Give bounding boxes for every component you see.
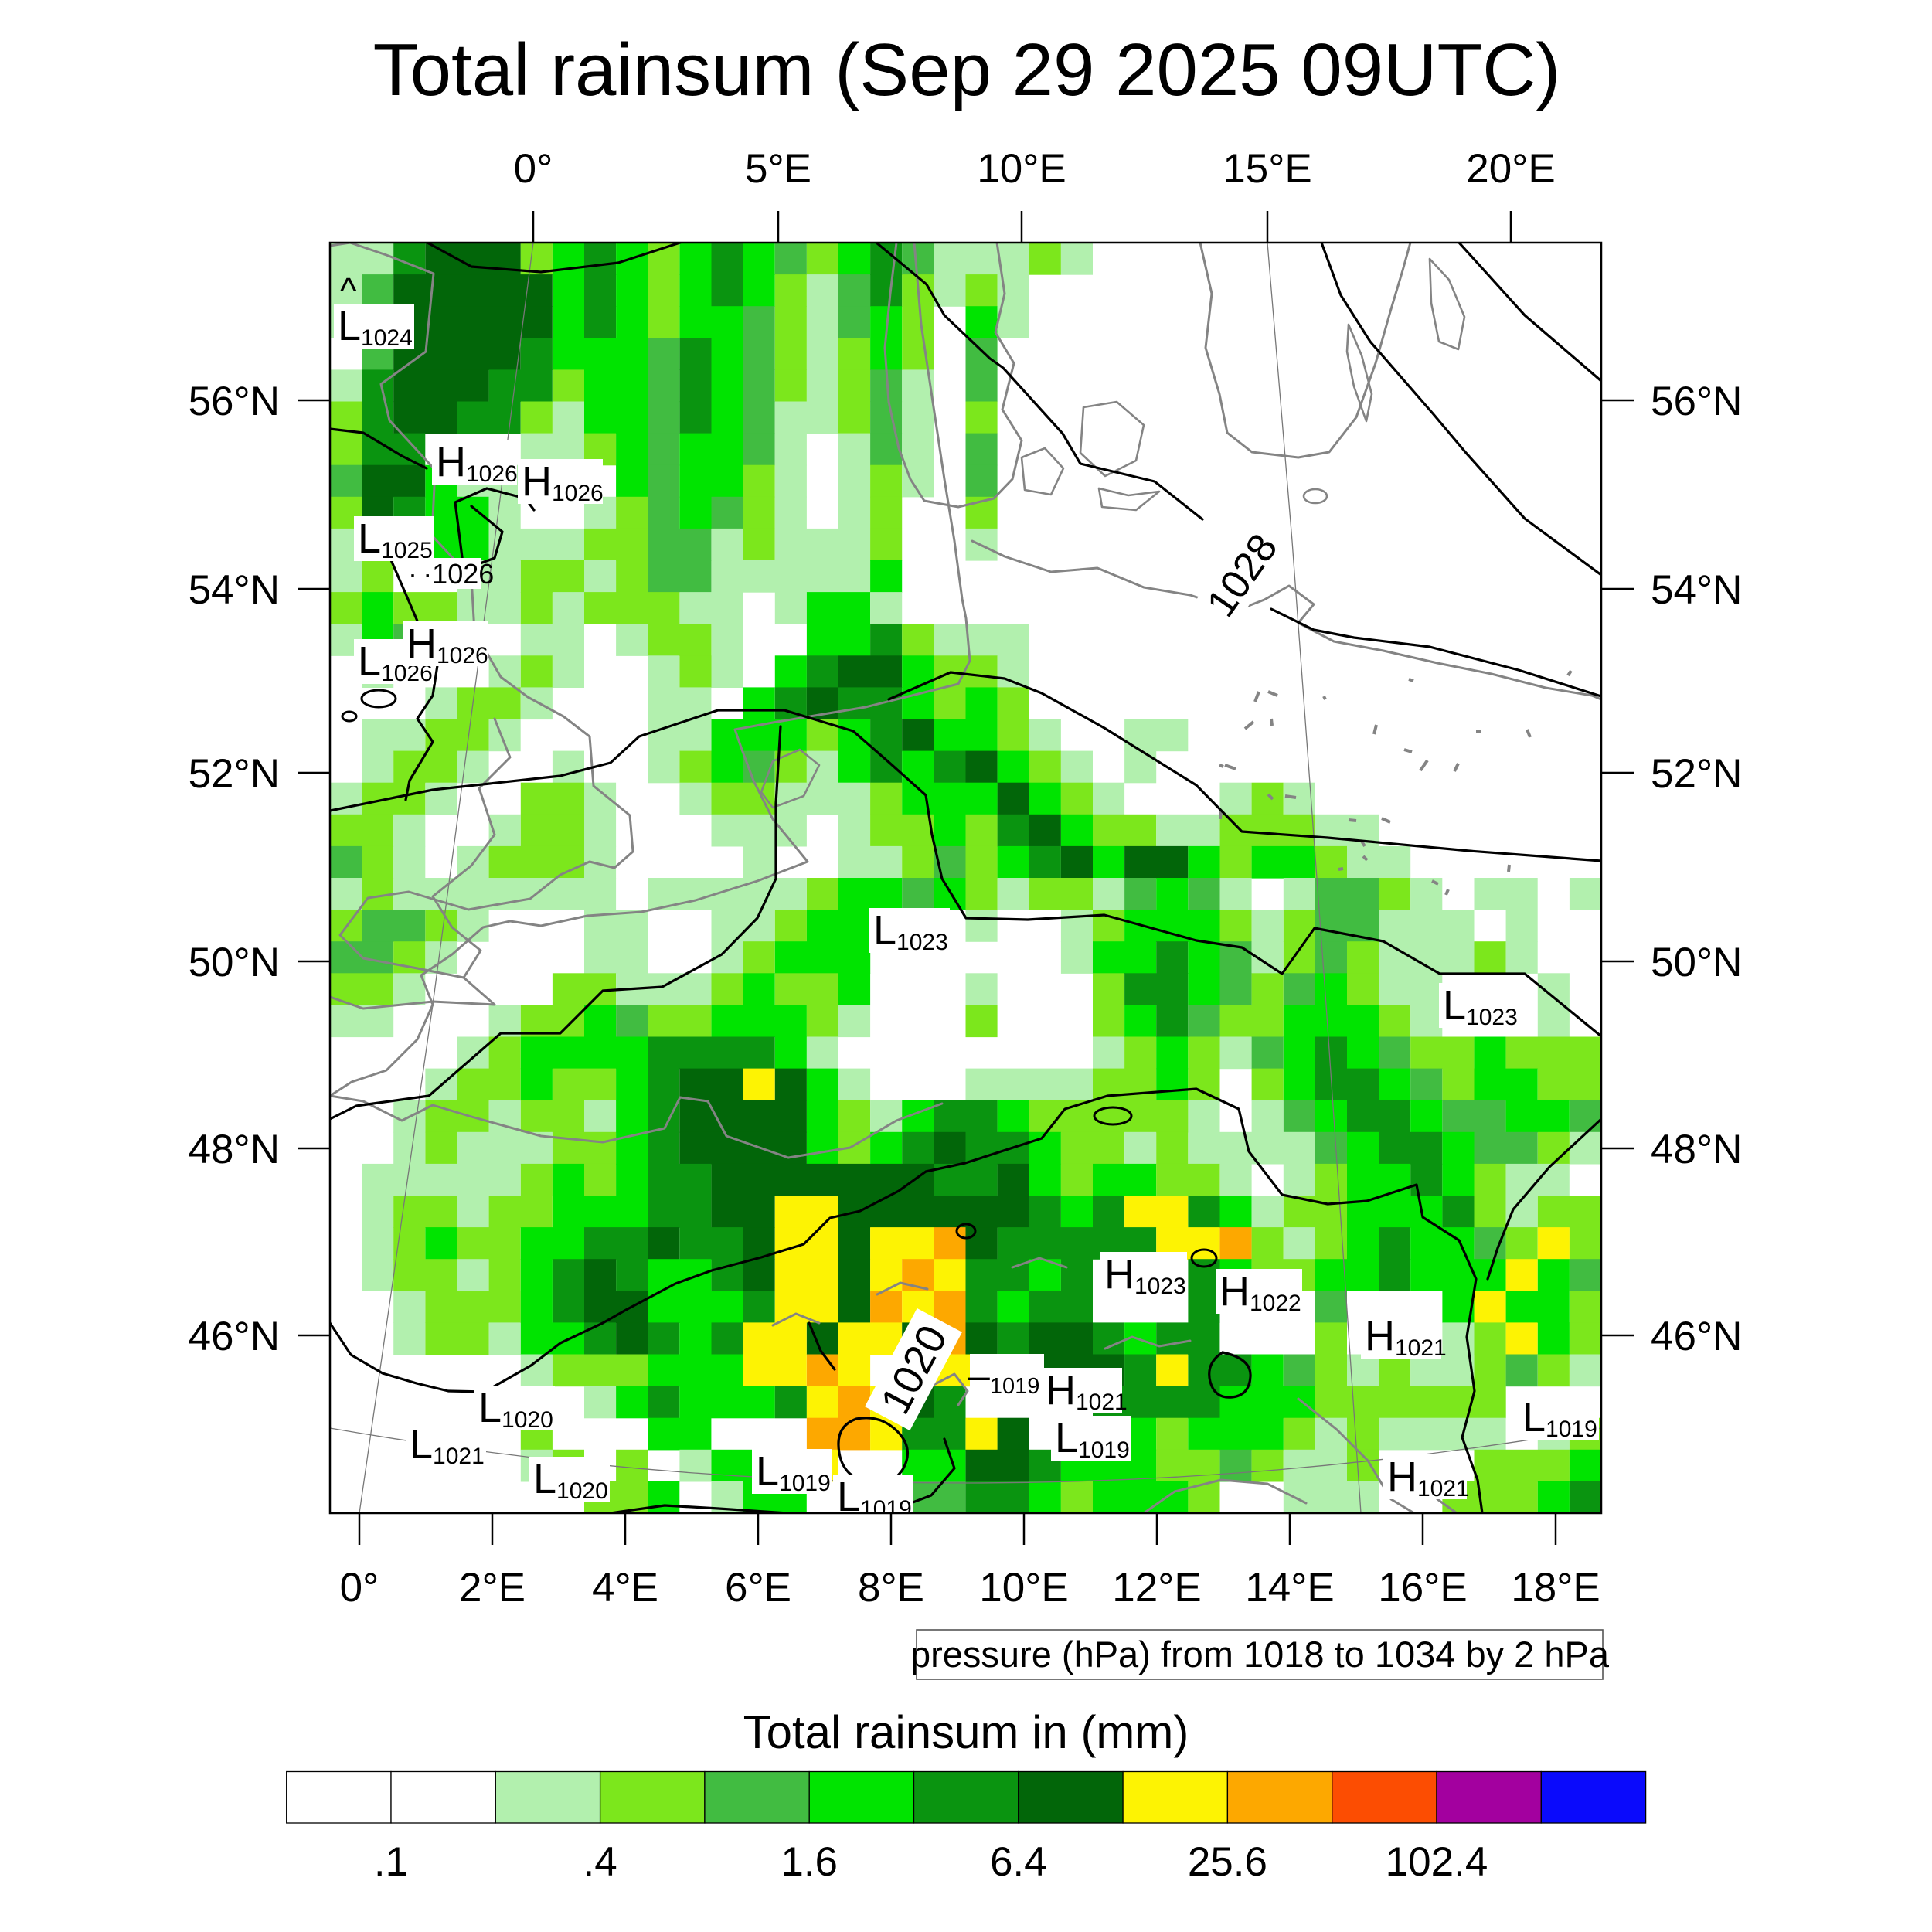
svg-text:18°E: 18°E <box>1511 1565 1600 1611</box>
svg-text:54°N: 54°N <box>189 567 280 613</box>
svg-text:54°N: 54°N <box>1651 567 1742 613</box>
svg-text:16°E: 16°E <box>1378 1565 1468 1611</box>
svg-text:48°N: 48°N <box>1651 1127 1742 1172</box>
svg-text:52°N: 52°N <box>189 751 280 797</box>
svg-text:14°E: 14°E <box>1245 1565 1335 1611</box>
svg-text:10°E: 10°E <box>977 146 1066 192</box>
svg-text:46°N: 46°N <box>1651 1314 1742 1359</box>
svg-text:10°E: 10°E <box>979 1565 1069 1611</box>
svg-text:52°N: 52°N <box>1651 751 1742 797</box>
svg-text:0°: 0° <box>340 1565 379 1611</box>
svg-text:6°E: 6°E <box>725 1565 791 1611</box>
svg-text:4°E: 4°E <box>592 1565 658 1611</box>
svg-text:50°N: 50°N <box>1651 940 1742 985</box>
svg-text:Total rainsum in (mm): Total rainsum in (mm) <box>743 1706 1189 1758</box>
svg-text:56°N: 56°N <box>1651 379 1742 424</box>
svg-text:0°: 0° <box>514 146 553 192</box>
svg-text:8°E: 8°E <box>858 1565 924 1611</box>
svg-text:102.4: 102.4 <box>1386 1839 1488 1885</box>
svg-text:· ·1026: · ·1026 <box>408 558 494 590</box>
svg-text:20°E: 20°E <box>1466 146 1556 192</box>
svg-text:1.6: 1.6 <box>781 1839 838 1885</box>
svg-text:12°E: 12°E <box>1112 1565 1202 1611</box>
svg-text:46°N: 46°N <box>189 1314 280 1359</box>
svg-text:.4: .4 <box>583 1839 617 1885</box>
svg-text:6.4: 6.4 <box>990 1839 1047 1885</box>
svg-text:50°N: 50°N <box>189 940 280 985</box>
svg-text:2°E: 2°E <box>459 1565 526 1611</box>
svg-text:.1: .1 <box>374 1839 408 1885</box>
svg-text:15°E: 15°E <box>1223 146 1312 192</box>
svg-text:^: ^ <box>340 270 357 311</box>
svg-text:pressure (hPa) from 1018 to 10: pressure (hPa) from 1018 to 1034 by 2 hP… <box>910 1634 1610 1675</box>
svg-text:Total rainsum (Sep 29 2025 09U: Total rainsum (Sep 29 2025 09UTC) <box>373 29 1561 111</box>
svg-text:48°N: 48°N <box>189 1127 280 1172</box>
svg-text:56°N: 56°N <box>189 379 280 424</box>
svg-text:25.6: 25.6 <box>1188 1839 1267 1885</box>
svg-text:5°E: 5°E <box>745 146 811 192</box>
